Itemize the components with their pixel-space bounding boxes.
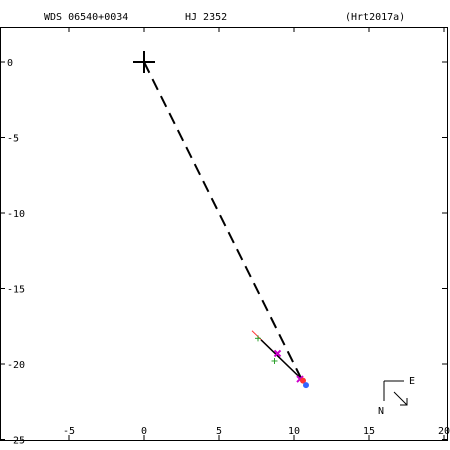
x-tick-label: 0 [141, 426, 147, 437]
observation-plus [255, 335, 261, 342]
reference-code: (Hrt2017a) [345, 12, 405, 23]
y-tick-label: 0 [7, 58, 13, 69]
plot-frame [0, 27, 448, 441]
x-tick-label: 5 [216, 426, 222, 437]
y-tick-label: -10 [7, 209, 25, 220]
observation-cross-b [296, 375, 304, 383]
observation-cross [273, 349, 282, 358]
wds-identifier: WDS 06540+0034 [44, 12, 128, 23]
y-tick-label: -5 [7, 134, 19, 145]
x-tick-label: 20 [438, 426, 450, 437]
observation-dot [303, 382, 309, 389]
x-tick-label: 10 [288, 426, 300, 437]
plot-series [133, 51, 309, 389]
compass-arrowhead [400, 398, 408, 406]
y-tick-label: -25 [7, 436, 25, 447]
compass-motion-arrow [393, 391, 408, 406]
y-tick-label: -20 [7, 360, 25, 371]
x-tick-label: -5 [63, 426, 75, 437]
y-tick-label: -15 [7, 285, 25, 296]
discoverer-designation: HJ 2352 [185, 12, 227, 23]
x-tick-label: 15 [363, 426, 375, 437]
observation-dot [300, 377, 306, 384]
observation-cross-b [273, 349, 282, 358]
plot-axes: -5 0 5 10 15 20 0 -5 -10 -15 -20 -25 [0, 27, 450, 447]
compass-rose: E N [378, 376, 415, 417]
compass-east-label: E [409, 376, 415, 387]
connector-dashed-line [143, 61, 303, 380]
observation-plus [271, 357, 278, 364]
compass-north-label: N [378, 406, 384, 417]
